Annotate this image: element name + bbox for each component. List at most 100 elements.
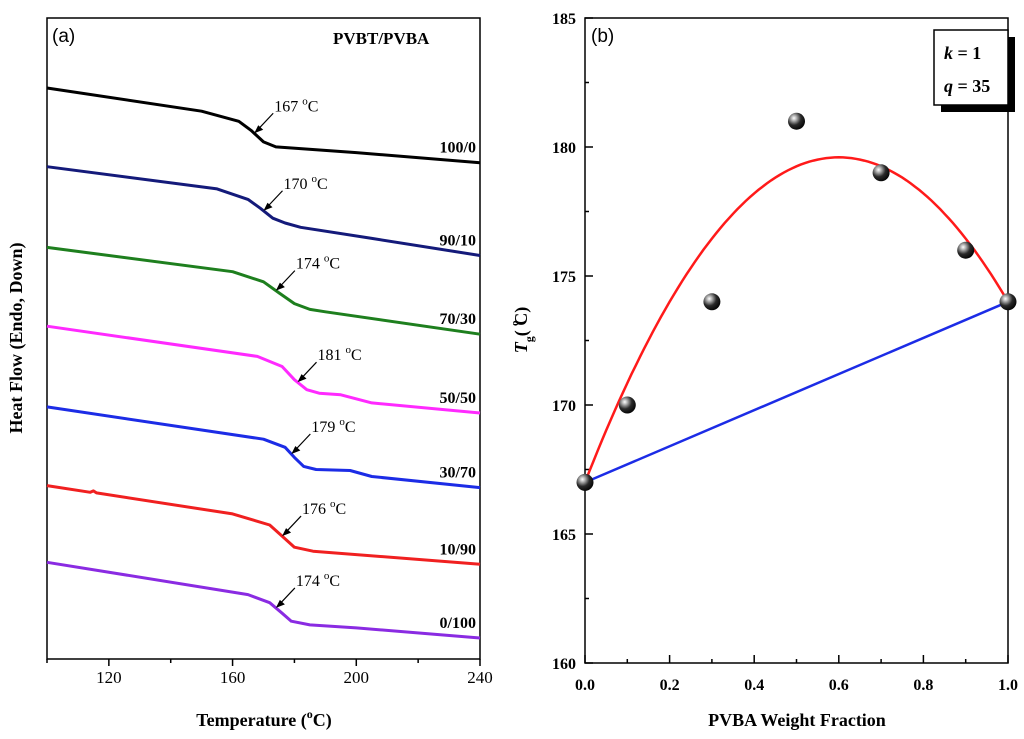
tg-degree: o	[302, 95, 308, 107]
y-title-sub: g	[522, 336, 536, 342]
tg-annotation: 167 oC	[274, 95, 318, 115]
tg-unit: C	[336, 501, 347, 518]
tg-arrowhead	[275, 599, 285, 608]
dsc-trace	[46, 86, 481, 165]
tg-annotation: 181 oC	[318, 344, 362, 364]
tg-degree: o	[339, 416, 345, 428]
panel-a-x-axis-title: Temperature (oC)	[196, 707, 331, 731]
y-title-sup: o	[509, 320, 521, 326]
tg-unit: C	[308, 98, 319, 115]
tg-value: 174	[296, 256, 324, 273]
legend-k: k = 1	[944, 43, 981, 63]
data-point	[576, 473, 594, 491]
tg-degree: o	[324, 253, 330, 265]
tg-annotation: 179 oC	[311, 416, 355, 436]
data-point	[703, 293, 721, 311]
tg-value: 179	[311, 419, 339, 436]
panel-b-x-ticks: 0.0 0.2 0.4 0.6 0.8 1.0	[575, 655, 1018, 694]
panel-b-label: (b)	[591, 26, 614, 47]
composition-label: 100/0	[440, 140, 476, 157]
tg-value: 176	[302, 501, 330, 518]
composition-label: 10/90	[440, 541, 476, 558]
x-tick-label: 200	[344, 668, 370, 687]
tg-value: 174	[296, 573, 324, 590]
tg-degree: o	[346, 344, 352, 356]
tg-arrowhead	[263, 202, 273, 211]
tg-value: 167	[274, 98, 302, 115]
panel-b-y-ticks: 160 165 170 175 180 185	[552, 11, 593, 673]
x-tick-label: 240	[467, 668, 493, 687]
tg-degree: o	[324, 570, 330, 582]
dsc-trace	[46, 405, 481, 490]
tg-unit: C	[329, 573, 340, 590]
y-tick-label: 170	[552, 398, 576, 415]
panel-a-y-axis-title: Heat Flow (Endo, Down)	[6, 242, 27, 433]
tg-degree: o	[312, 173, 318, 185]
x-title-tail: C)	[313, 710, 332, 731]
legend-k-value: = 1	[953, 43, 981, 63]
tg-arrowhead	[297, 374, 307, 383]
panel-a-x-ticks: 120 160 200 240	[46, 659, 493, 687]
panel-b-y-axis-title: Tg( C)	[511, 307, 536, 354]
dsc-trace	[46, 484, 481, 566]
dsc-trace	[46, 165, 481, 257]
panel-a-label: (a)	[52, 26, 75, 47]
composition-label: 90/10	[440, 233, 476, 250]
y-tick-label: 180	[552, 140, 576, 157]
panel-b-x-axis-title: PVBA Weight Fraction	[708, 710, 886, 730]
tg-annotation: 170 oC	[284, 173, 328, 193]
composition-label: 30/70	[440, 465, 476, 482]
x-tick-label: 0.6	[829, 677, 849, 694]
x-title-main: Temperature (	[196, 710, 306, 731]
y-tick-label: 175	[552, 269, 576, 286]
tg-annotation: 174 oC	[296, 253, 340, 273]
tg-arrowhead	[275, 282, 285, 291]
y-tick-label: 185	[552, 11, 576, 28]
legend-box	[933, 29, 1009, 106]
panel-a-title: PVBT/PVBA	[333, 29, 430, 48]
tg-unit: C	[351, 347, 362, 364]
x-tick-label: 1.0	[998, 677, 1018, 694]
x-tick-label: 0.4	[744, 677, 764, 694]
composition-label: 50/50	[440, 390, 476, 407]
dsc-trace	[46, 245, 481, 336]
panel-a-frame	[46, 17, 481, 660]
panel-b-points	[576, 112, 1017, 491]
data-point	[788, 112, 805, 130]
x-tick-label: 0.0	[575, 677, 595, 694]
y-title-main: T	[511, 341, 531, 353]
tg-annotation: 176 oC	[302, 498, 346, 518]
legend-k-var: k	[944, 43, 953, 63]
tg-value: 181	[318, 347, 346, 364]
x-tick-label: 160	[220, 668, 246, 687]
tg-annotation: 174 oC	[296, 570, 340, 590]
tg-arrowhead	[282, 528, 292, 537]
tg-unit: C	[329, 256, 340, 273]
linear-mixing-line	[584, 300, 1009, 484]
legend-q: q = 35	[944, 76, 990, 96]
x-tick-label: 0.2	[660, 677, 680, 694]
tg-value: 170	[284, 176, 312, 193]
dsc-trace	[46, 324, 481, 415]
tg-degree: o	[330, 498, 336, 510]
data-point	[957, 241, 975, 259]
panel-b: (b) 160 165 170 175 180 185 0.0 0.2 0.4 0.6 0.8 1.…	[509, 11, 1018, 730]
y-tick-label: 160	[552, 656, 576, 673]
y-title-paren: ( C)	[511, 307, 532, 337]
y-tick-label: 165	[552, 527, 576, 544]
legend-q-value: = 35	[953, 76, 990, 96]
tg-arrowhead	[254, 125, 264, 134]
dsc-trace	[46, 560, 481, 640]
tg-unit: C	[317, 176, 328, 193]
x-tick-label: 0.8	[913, 677, 933, 694]
data-point	[999, 293, 1017, 311]
composition-label: 70/30	[440, 311, 476, 328]
composition-label: 0/100	[440, 615, 476, 632]
legend-q-var: q	[944, 76, 953, 96]
x-title-sup: o	[307, 707, 313, 721]
kwok-fit-curve	[583, 156, 1010, 483]
tg-unit: C	[345, 419, 356, 436]
